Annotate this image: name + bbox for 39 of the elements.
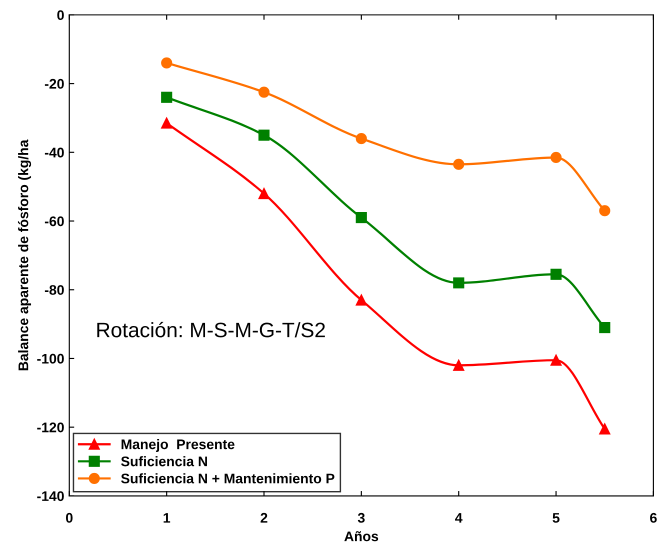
- x-tick-label: 4: [455, 513, 462, 523]
- point: [550, 268, 562, 280]
- x-tick-label: 3: [358, 512, 365, 523]
- point: [258, 188, 270, 200]
- point: [258, 86, 270, 98]
- y-axis-title: Balance aparente de fósforo (kg/ha: [18, 140, 32, 370]
- y-tick-label: 0: [57, 10, 64, 20]
- y-tick-label: -20: [44, 78, 64, 89]
- y-tick-label: -120: [37, 422, 64, 432]
- point: [550, 354, 562, 366]
- point: [453, 158, 464, 170]
- point: [161, 118, 172, 129]
- point: [599, 322, 610, 334]
- point: [356, 133, 367, 144]
- point: [356, 294, 367, 306]
- y-tick-label: -80: [44, 285, 64, 295]
- x-tick-label: 0: [66, 512, 73, 523]
- point: [161, 92, 172, 103]
- x-tick-label: 5: [552, 513, 560, 523]
- point: [356, 212, 367, 224]
- x-tick-label: 1: [164, 513, 170, 523]
- point: [161, 57, 172, 69]
- y-tick-label: -60: [44, 216, 64, 226]
- point: [258, 130, 270, 141]
- y-tick-label: -140: [37, 491, 64, 502]
- y-tick-label: -40: [44, 148, 64, 158]
- point: [550, 152, 562, 164]
- point: [453, 360, 464, 371]
- y-tick-label: -100: [37, 354, 64, 364]
- legend-label: Suficiencia N: [121, 456, 207, 466]
- legend-label: Manejo Presente: [122, 439, 234, 452]
- point: [599, 423, 610, 434]
- x-tick-label: 6: [650, 512, 657, 523]
- x-tick-label: 2: [260, 512, 268, 523]
- point: [453, 277, 464, 288]
- annotation: Rotación: M-S-M-G-T/S2: [97, 322, 325, 338]
- point: [599, 205, 610, 216]
- x-axis-title: Años: [344, 531, 378, 542]
- legend-label: Suficiencia N + Mantenimiento P: [121, 473, 334, 484]
